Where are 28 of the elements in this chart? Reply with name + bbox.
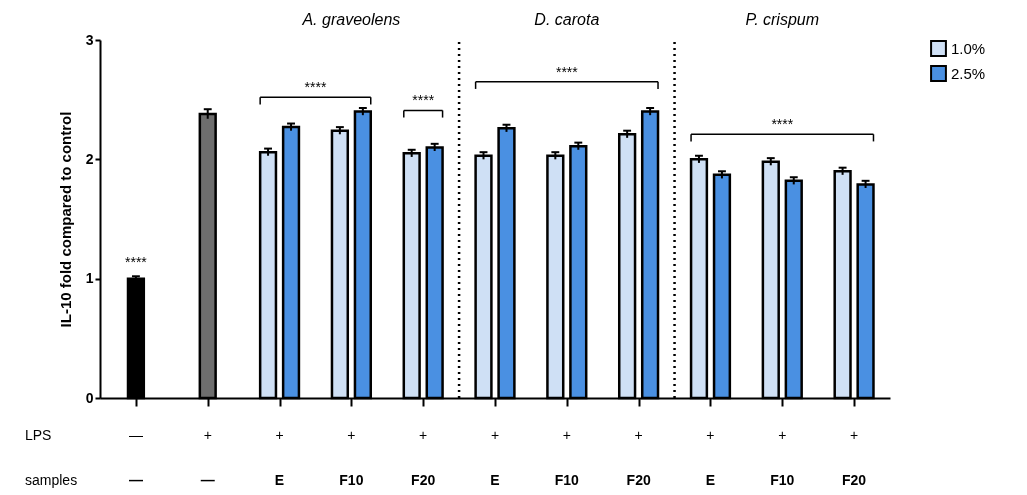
annotation: **** (555, 63, 579, 80)
annotation: **** (412, 92, 435, 109)
legend-label: 1.0% (951, 39, 986, 57)
y-axis-title: IL-10 fold compared to control (56, 111, 74, 328)
y-tick-label: 0 (85, 389, 94, 406)
category-label: + F20 (411, 427, 436, 488)
category-label: — — (128, 427, 143, 488)
category-label: + E (274, 427, 285, 488)
text: A. graveolens (301, 11, 401, 29)
text: D. carota (534, 11, 600, 29)
text: P. crispum (745, 11, 820, 29)
category-label: + F10 (554, 427, 579, 488)
category-label: + F20 (842, 427, 867, 488)
category-label: + F20 (626, 427, 651, 488)
y-tick-label: 1 (85, 270, 94, 287)
category-label: + E (705, 427, 716, 488)
text: samples (25, 472, 78, 488)
text: LPS (25, 427, 52, 443)
category-label: + F10 (339, 427, 364, 488)
category-label: + F10 (770, 427, 795, 488)
annotation: **** (771, 116, 794, 133)
annotation: **** (304, 79, 327, 96)
category-label: + — (200, 427, 215, 488)
annotation: **** (125, 254, 148, 271)
legend-label: 2.5% (951, 64, 986, 82)
y-tick-label: 3 (85, 31, 94, 48)
y-tick-label: 2 (85, 150, 94, 167)
category-label: + E (490, 427, 500, 488)
